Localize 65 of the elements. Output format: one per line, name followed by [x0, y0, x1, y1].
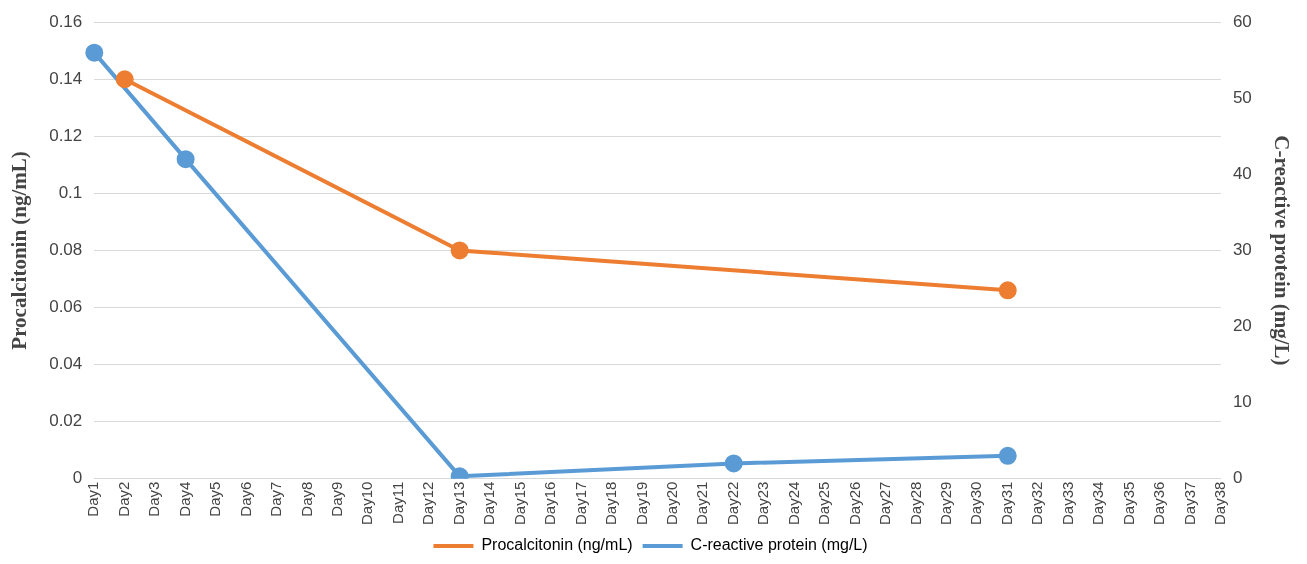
x-tick-label: Day7 [267, 481, 285, 517]
x-tick-label: Day14 [480, 481, 498, 525]
x-tick-label: Day21 [693, 481, 711, 525]
x-tick-label: Day23 [754, 481, 772, 525]
x-tick-label: Day37 [1180, 481, 1198, 525]
x-tick-label: Day12 [419, 481, 437, 525]
x-tick-label: Day8 [297, 481, 315, 517]
x-tick-label: Day34 [1089, 481, 1107, 525]
y2-tick-label: 30 [1232, 240, 1252, 260]
x-tick-label: Day32 [1028, 481, 1046, 525]
x-tick-label: Day15 [510, 481, 528, 525]
y-tick-label: 0.04 [49, 354, 83, 374]
y-tick-label: 0.1 [58, 183, 83, 203]
x-tick-label: Day3 [145, 481, 163, 517]
y-tick-label: 0.12 [49, 126, 83, 145]
x-tick-label: Day25 [815, 481, 833, 525]
y-tick-label: 0.06 [49, 297, 83, 317]
x-tick-label: Day11 [388, 481, 406, 524]
point [176, 150, 195, 169]
x-tick-label: Day4 [175, 481, 193, 517]
y-tick-label: 0 [72, 468, 83, 488]
point [724, 454, 743, 473]
x-tick-label: Day6 [236, 481, 254, 517]
x-tick-label: Day18 [602, 481, 620, 525]
x-tick-label: Day2 [114, 481, 132, 517]
x-tick-label: Day20 [662, 481, 680, 525]
y2-tick-label: 40 [1232, 164, 1252, 184]
x-tick-label: Day13 [449, 481, 467, 525]
x-tick-label: Day16 [541, 481, 559, 525]
y2-axis-title: C-reactive protein (mg/L) [1269, 135, 1294, 366]
y-tick-label: 0.02 [49, 411, 83, 431]
x-tick-label: Day29 [936, 481, 954, 525]
point [998, 446, 1017, 465]
x-tick-label: Day30 [967, 481, 985, 525]
point [85, 43, 104, 62]
y2-tick-label: 0 [1232, 468, 1243, 488]
point [115, 70, 134, 89]
y-tick-label: 0.08 [49, 240, 83, 260]
legend-label: Procalcitonin (ng/mL) [481, 536, 633, 554]
point [998, 281, 1017, 300]
x-tick-label: Day27 [876, 481, 894, 525]
y2-tick-label: 20 [1232, 316, 1252, 336]
y2-tick-label: 10 [1232, 392, 1252, 412]
x-tick-label: Day9 [328, 481, 346, 517]
x-tick-label: Day24 [784, 481, 802, 525]
y2-tick-label: 60 [1232, 11, 1252, 31]
x-tick-label: Day10 [358, 481, 376, 525]
y-tick-label: 0.16 [49, 11, 83, 31]
x-tick-label: Day26 [845, 481, 863, 525]
x-tick-label: Day17 [571, 481, 589, 525]
legend-label: C-reactive protein (mg/L) [690, 536, 868, 554]
x-tick-label: Day35 [1119, 481, 1137, 525]
x-tick-label: Day22 [723, 481, 741, 525]
y-axis-title: Procalcitonin (ng/mL) [7, 151, 32, 350]
point [450, 241, 469, 260]
y2-tick-label: 50 [1232, 87, 1252, 107]
x-tick-label: Day36 [1150, 481, 1168, 525]
y-tick-label: 0.14 [49, 68, 83, 88]
x-tick-label: Day31 [997, 481, 1015, 525]
x-tick-label: Day28 [906, 481, 924, 525]
x-tick-label: Day33 [1058, 481, 1076, 525]
x-tick-label: Day38 [1211, 481, 1229, 525]
x-tick-label: Day19 [632, 481, 650, 525]
x-tick-label: Day5 [206, 481, 224, 517]
x-tick-label: Day1 [84, 481, 102, 517]
